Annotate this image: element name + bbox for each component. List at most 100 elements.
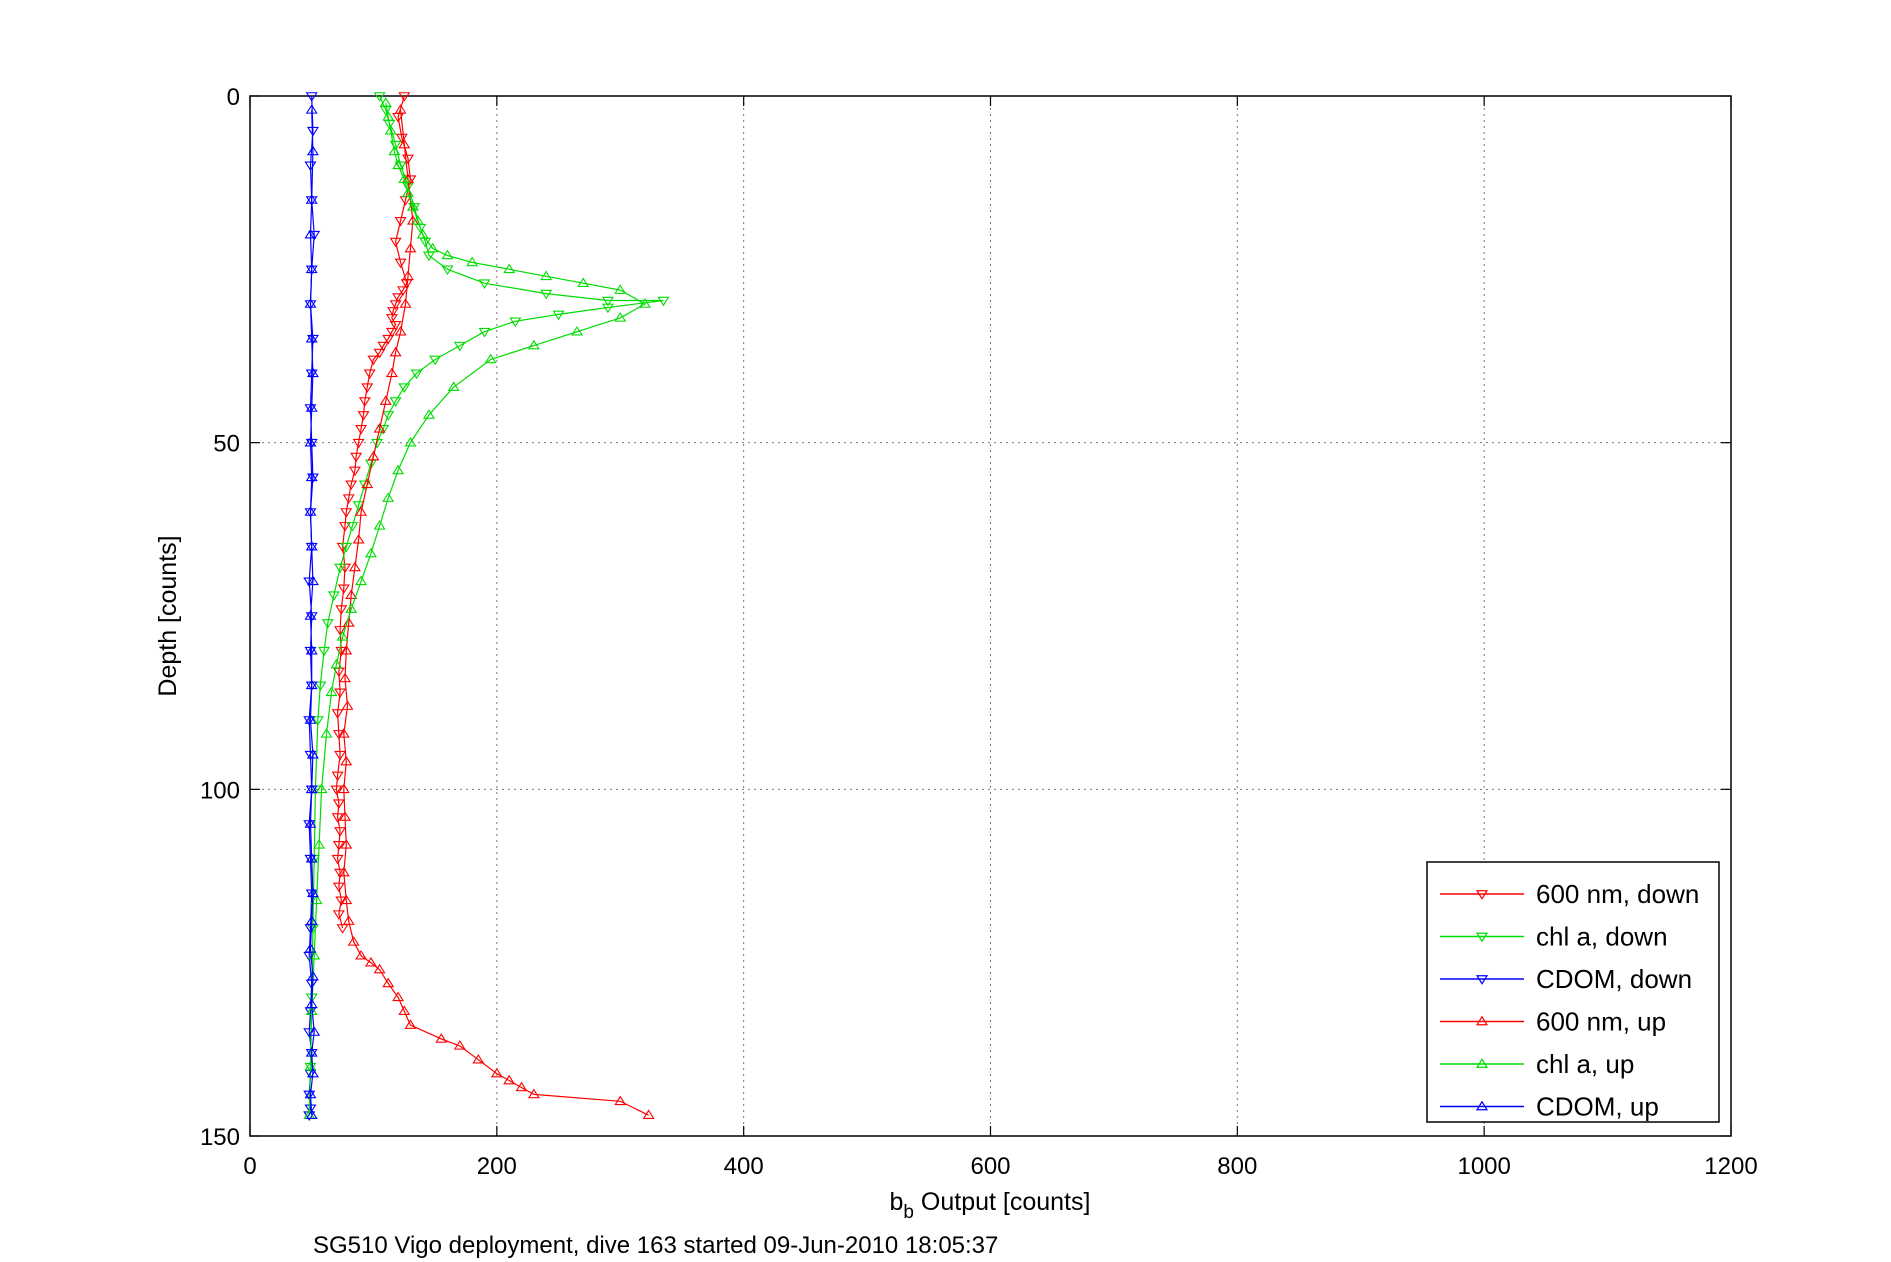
data-point [304,818,317,828]
data-point [540,270,553,281]
data-point [305,471,318,482]
data-point [345,603,358,613]
legend-label: CDOM, up [1536,1092,1659,1122]
data-point [306,887,319,898]
data-point [339,811,352,821]
data-point [315,783,328,794]
data-point [331,771,344,782]
legend-label: 600 nm, up [1536,1007,1666,1037]
data-point [334,626,347,636]
data-point [382,111,395,121]
y-tick-label: 100 [200,777,240,804]
data-point [426,242,439,253]
data-point [305,540,318,551]
data-point [401,187,414,197]
data-point [342,617,355,627]
legend-entry: CDOM, up [1440,1092,1659,1122]
data-point [527,339,540,350]
data-point [382,411,395,421]
x-tick-label: 800 [1217,1153,1257,1180]
legend-box [1426,861,1720,1123]
data-point [325,686,338,697]
data-point [490,1067,503,1078]
data-point [389,300,402,310]
data-point [305,644,318,655]
data-point [503,263,516,274]
data-point [484,353,497,364]
x-tick-label: 600 [970,1153,1010,1180]
data-point [389,346,402,357]
data-point [311,716,324,726]
data-point [332,882,345,893]
data-point [503,1074,516,1085]
data-point [337,783,350,794]
y-axis-label: Depth [counts] [154,535,182,696]
data-point [308,1026,321,1036]
data-point [398,383,411,393]
grid [250,96,1731,1136]
data-point [345,589,358,600]
data-point [332,840,345,851]
series-3 [337,104,655,1119]
data-point [321,619,334,629]
data-point [453,341,466,352]
data-point [337,584,350,595]
series-line [335,95,412,929]
data-point [373,92,386,102]
data-point [305,679,318,690]
legend-marker [1475,1015,1489,1026]
data-point [306,575,319,586]
data-point [305,783,318,794]
data-point [377,341,390,352]
data-point [392,293,405,303]
data-point [304,506,317,516]
data-point [392,464,405,475]
legend-marker [1475,1058,1489,1068]
legend-marker [1475,932,1489,943]
data-point [304,1088,317,1099]
data-point [398,92,411,102]
legend-entry: 600 nm, down [1440,879,1699,909]
data-point [305,852,318,863]
series-4 [303,97,651,1119]
data-point [334,827,347,837]
y-tick-label: 50 [213,431,240,458]
legend-entry: chl a, up [1440,1049,1634,1079]
data-point [305,92,318,102]
data-point [355,949,368,960]
data-point [401,270,414,281]
data-point [385,327,398,338]
data-point [398,138,411,149]
data-point [305,1109,318,1119]
series-layer [303,92,670,1121]
data-point [478,327,491,338]
x-axis-label-main: b [890,1188,904,1216]
data-point [339,672,352,683]
data-point [306,1067,319,1078]
data-point [332,910,345,920]
data-point [601,303,614,314]
data-point [347,936,360,946]
data-point [306,748,319,759]
data-point [388,145,401,156]
series-line [343,109,649,1116]
data-point [422,409,435,419]
data-point [373,520,386,530]
data-point [571,325,584,336]
data-point [318,646,331,657]
data-point [355,424,368,435]
data-point [305,263,318,274]
data-point [385,367,398,378]
data-point [642,1109,655,1119]
legend-marker [1475,1100,1489,1111]
data-point [429,355,442,366]
data-point [384,124,397,135]
x-tick-label: 1000 [1457,1153,1510,1180]
data-point [306,367,319,378]
data-point [335,605,348,615]
data-point [342,494,355,504]
data-point [411,215,424,225]
y-tick-label: 0 [227,84,240,111]
data-point [509,317,522,328]
legend-label: 600 nm, down [1536,879,1699,909]
